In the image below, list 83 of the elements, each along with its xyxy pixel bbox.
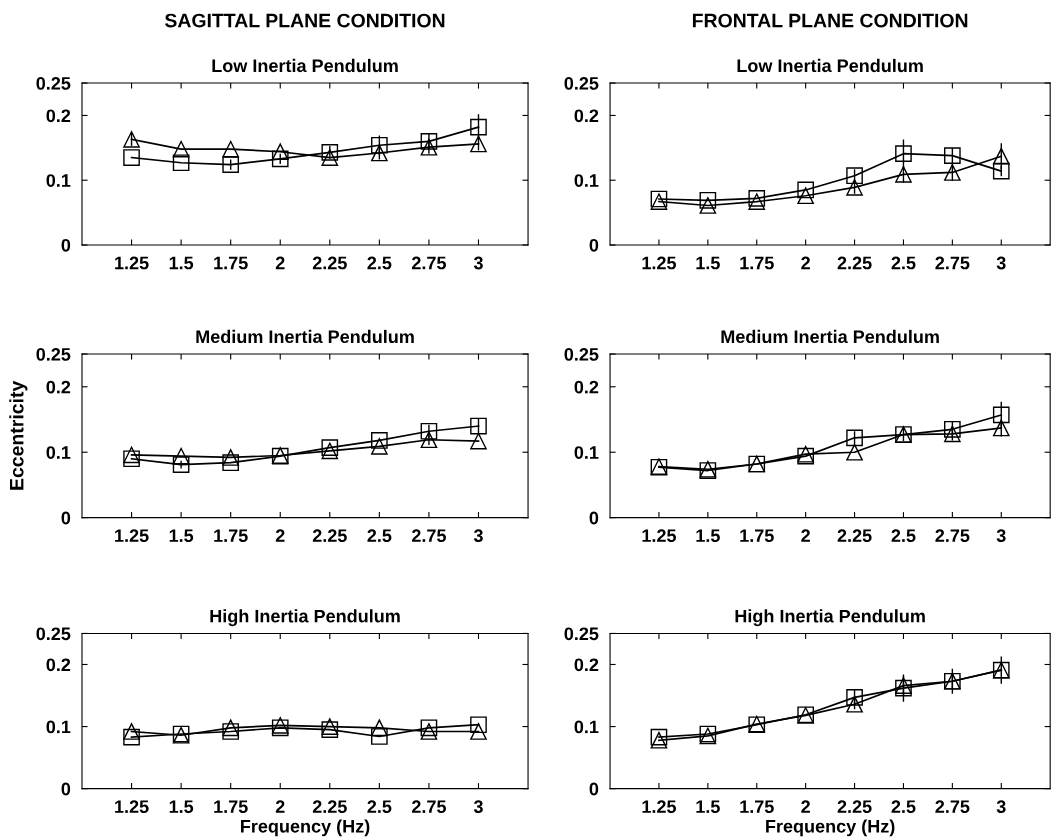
x-tick-label: 2.5 (891, 529, 916, 543)
x-tick-label: 2 (801, 800, 810, 813)
text: SAGITTAL PLANE CONDITION (164, 13, 445, 28)
x-tick-label: 2 (275, 800, 285, 813)
chart-title: Low Inertia Pendulum (737, 58, 923, 73)
x-tick-label: 2.75 (411, 800, 446, 814)
x-tick-label: 2 (275, 256, 285, 270)
y-tick-label: 0.2 (574, 658, 599, 672)
x-tick-label: 2.75 (935, 529, 970, 543)
x-tick-label: 2.5 (891, 256, 916, 270)
x-tick-label: 1.75 (740, 529, 774, 543)
y-tick-label: 0.25 (36, 347, 71, 361)
chart-title: High Inertia Pendulum (210, 609, 400, 627)
x-axis-title: Frequency (Hz) (766, 819, 895, 837)
x-tick-label: 1.5 (169, 256, 194, 270)
x-axis-title: Frequency (Hz) (241, 819, 370, 837)
x-tick-label: 1.5 (696, 529, 720, 543)
x-tick-label: 2.5 (367, 256, 392, 270)
y-tick-label: 0.25 (36, 77, 71, 90)
x-tick-label: 2.5 (891, 800, 916, 814)
y-tick-label: 0.2 (574, 380, 599, 394)
y-tick-label: 0.1 (46, 174, 71, 187)
x-tick-label: 1.25 (642, 800, 677, 814)
x-tick-label: 2 (275, 529, 285, 542)
x-tick-label: 2.25 (312, 800, 347, 814)
y-tick-label: 0.25 (36, 627, 71, 641)
x-tick-label: 1.75 (214, 529, 248, 543)
x-tick-label: 2 (801, 529, 810, 542)
x-tick-label: 1.75 (740, 256, 774, 270)
y-tick-label: 0 (589, 782, 599, 796)
x-tick-label: 3 (473, 256, 483, 270)
x-tick-label: 1.25 (115, 800, 149, 814)
y-tick-label: 0.1 (46, 720, 71, 734)
y-tick-label: 0 (589, 238, 599, 252)
x-tick-label: 2.25 (312, 529, 347, 543)
text: FRONTAL PLANE CONDITION (692, 13, 968, 28)
x-tick-label: 2.25 (837, 529, 872, 543)
x-tick-label: 1.75 (214, 800, 248, 814)
x-tick-label: 1.5 (696, 256, 720, 270)
y-tick-label: 0 (61, 238, 71, 252)
y-tick-label: 0.2 (46, 109, 71, 123)
x-tick-label: 3 (996, 256, 1006, 270)
y-tick-label: 0.2 (46, 658, 71, 672)
x-tick-label: 2.75 (411, 529, 446, 543)
x-tick-label: 1.75 (740, 800, 774, 814)
x-tick-label: 3 (473, 800, 483, 814)
y-tick-label: 0.2 (46, 380, 71, 394)
x-tick-label: 2.25 (837, 800, 872, 814)
x-tick-label: 1.75 (214, 256, 248, 270)
x-tick-label: 1.25 (115, 529, 149, 543)
y-tick-label: 0.1 (46, 446, 71, 459)
y-tick-label: 0 (589, 511, 599, 525)
y-tick-label: 0.25 (564, 627, 599, 641)
y-tick-label: 0.1 (574, 720, 599, 734)
x-tick-label: 1.25 (642, 256, 677, 270)
x-tick-label: 2 (801, 256, 810, 270)
y-tick-label: 0.25 (564, 347, 599, 361)
y-tick-label: 0.2 (574, 109, 599, 123)
x-tick-label: 2.25 (312, 256, 347, 270)
chart-title: High Inertia Pendulum (735, 609, 925, 627)
x-tick-label: 2.75 (411, 256, 446, 270)
y-tick-label: 0.1 (574, 446, 599, 459)
x-tick-label: 1.5 (169, 800, 194, 814)
x-tick-label: 3 (996, 529, 1006, 543)
x-tick-label: 2.5 (367, 529, 392, 543)
x-tick-label: 2.75 (935, 800, 970, 814)
x-tick-label: 2.5 (367, 800, 392, 814)
y-tick-label: 0.25 (564, 77, 599, 90)
chart-title: Low Inertia Pendulum (212, 58, 398, 73)
chart-title: Medium Inertia Pendulum (196, 329, 414, 344)
x-tick-label: 1.25 (642, 529, 677, 543)
x-tick-label: 1.5 (696, 800, 720, 814)
x-tick-label: 2.25 (837, 256, 872, 270)
x-tick-label: 1.25 (115, 256, 149, 270)
y-tick-label: 0.1 (574, 174, 599, 187)
x-tick-label: 3 (473, 529, 483, 543)
y-tick-label: 0 (61, 511, 71, 525)
x-tick-label: 1.5 (169, 529, 194, 543)
chart-title: Medium Inertia Pendulum (721, 329, 939, 344)
y-axis-title: Eccentricity (9, 380, 28, 490)
x-tick-label: 2.75 (935, 256, 970, 270)
x-tick-label: 3 (996, 800, 1006, 814)
y-tick-label: 0 (61, 782, 71, 796)
